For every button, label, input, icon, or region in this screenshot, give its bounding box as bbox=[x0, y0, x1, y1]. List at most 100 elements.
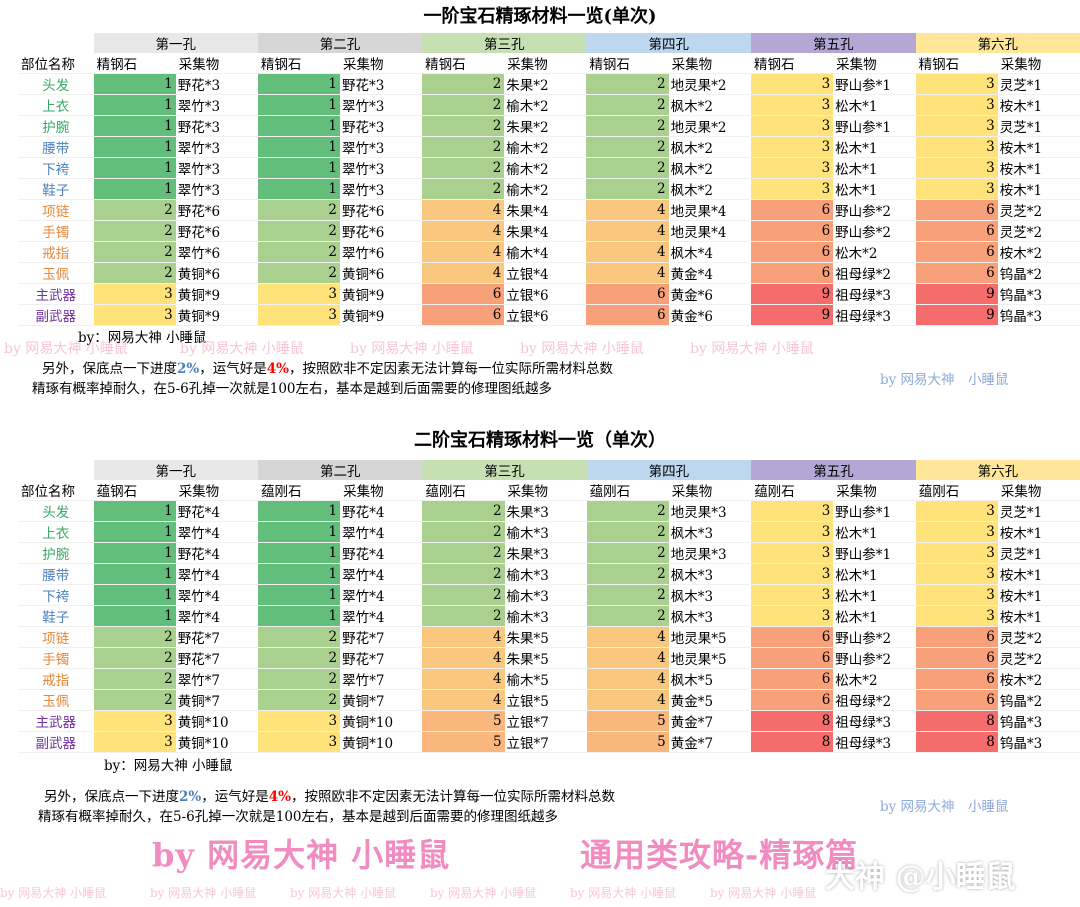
material-amount: 野花*6 bbox=[340, 220, 423, 242]
part-name: 护腕 bbox=[18, 542, 94, 564]
material-amount: 松木*1 bbox=[833, 178, 916, 200]
stone-count: 6 bbox=[751, 647, 834, 669]
note-text: 另外，保底点一下进度 bbox=[42, 361, 177, 377]
stone-count: 6 bbox=[915, 241, 998, 263]
material-header: 采集物 bbox=[833, 53, 916, 74]
table-row: 手镯 2 野花*6 2 野花*6 4 朱果*4 4 地灵果*4 6 野山参*2 6 灵芝*2 bbox=[18, 220, 1080, 242]
material-amount: 黄铜*6 bbox=[340, 262, 423, 284]
stone-count: 1 bbox=[257, 94, 341, 116]
stone-count: 1 bbox=[93, 136, 176, 158]
note-1-line-1: 另外，保底点一下进度2%，运气好是4%，按照欧非不定因素无法计算每一位实际所需材… bbox=[42, 357, 613, 377]
material-amount: 朱果*4 bbox=[504, 199, 587, 221]
material-amount: 黄铜*10 bbox=[175, 731, 258, 753]
material-amount: 枫木*3 bbox=[668, 521, 752, 543]
material-amount: 枫木*3 bbox=[668, 584, 752, 606]
material-amount: 黄铜*7 bbox=[175, 689, 258, 711]
stone-count: 2 bbox=[422, 115, 505, 137]
part-name: 手镯 bbox=[18, 647, 94, 669]
stone-count: 1 bbox=[93, 563, 176, 585]
material-amount: 野花*7 bbox=[340, 626, 423, 648]
material-amount: 黄铜*7 bbox=[340, 689, 423, 711]
stone-count: 5 bbox=[586, 710, 669, 732]
material-amount: 祖母绿*2 bbox=[833, 262, 916, 284]
material-amount: 灵芝*2 bbox=[997, 647, 1080, 669]
stone-count: 3 bbox=[751, 136, 834, 158]
stone-count: 2 bbox=[93, 647, 176, 669]
material-amount: 翠竹*3 bbox=[175, 136, 258, 158]
note-2-line-1: 另外，保底点一下进度2%，运气好是4%，按照欧非不定因素无法计算每一位实际所需材… bbox=[44, 785, 615, 805]
material-amount: 黄铜*9 bbox=[340, 304, 423, 326]
material-amount: 枫木*2 bbox=[668, 136, 752, 158]
material-amount: 翠竹*3 bbox=[340, 157, 423, 179]
hole-header: 第六孔 bbox=[915, 33, 1080, 53]
material-amount: 松木*1 bbox=[833, 136, 916, 158]
hole-header: 第一孔 bbox=[93, 460, 258, 480]
stone-count: 1 bbox=[93, 584, 176, 606]
stone-header: 蕴刚石 bbox=[422, 480, 505, 501]
hole-header: 第六孔 bbox=[915, 460, 1080, 480]
material-amount: 地灵果*2 bbox=[668, 73, 752, 95]
stone-count: 2 bbox=[422, 73, 505, 95]
hole-header: 第二孔 bbox=[257, 33, 423, 53]
stone-count: 2 bbox=[586, 500, 669, 522]
material-table-tier-2: 第一孔 第二孔 第三孔 第四孔 第五孔 第六孔 部位名称 蕴钢石 采集物 蕴刚石 采集物 蕴刚石 采集物… bbox=[18, 460, 1080, 753]
material-header: 采集物 bbox=[668, 480, 752, 501]
material-amount: 枫木*2 bbox=[668, 94, 752, 116]
watermark: by 网易大神 小睡鼠 bbox=[290, 886, 397, 900]
table-row: 头发 1 野花*3 1 野花*3 2 朱果*2 2 地灵果*2 3 野山参*1 3 灵芝*1 bbox=[18, 73, 1080, 95]
material-amount: 野花*6 bbox=[175, 220, 258, 242]
table-row: 副武器 3 黄铜*9 3 黄铜*9 6 立银*6 6 黄金*6 9 祖母绿*3 9 钨晶*3 bbox=[18, 304, 1080, 326]
table-row: 上衣 1 翠竹*4 1 翠竹*4 2 榆木*3 2 枫木*3 3 松木*1 3 桉木*1 bbox=[18, 521, 1080, 543]
hole-header: 第四孔 bbox=[586, 460, 752, 480]
table-row: 项链 2 野花*6 2 野花*6 4 朱果*4 4 地灵果*4 6 野山参*2 6 灵芝*2 bbox=[18, 199, 1080, 221]
stone-count: 2 bbox=[422, 157, 505, 179]
material-amount: 钨晶*2 bbox=[997, 262, 1080, 284]
stone-count: 6 bbox=[751, 689, 834, 711]
material-amount: 榆木*5 bbox=[504, 668, 587, 690]
material-amount: 黄金*6 bbox=[668, 283, 752, 305]
material-amount: 朱果*2 bbox=[504, 73, 587, 95]
material-header: 采集物 bbox=[175, 53, 258, 74]
part-name: 下袴 bbox=[18, 157, 94, 179]
stone-header: 精钢石 bbox=[915, 53, 998, 74]
stone-count: 2 bbox=[93, 626, 176, 648]
material-amount: 榆木*2 bbox=[504, 178, 587, 200]
material-amount: 翠竹*3 bbox=[175, 94, 258, 116]
stone-count: 6 bbox=[751, 626, 834, 648]
stone-header: 精钢石 bbox=[586, 53, 669, 74]
material-amount: 野花*6 bbox=[340, 199, 423, 221]
material-amount: 钨晶*2 bbox=[997, 689, 1080, 711]
material-amount: 立银*6 bbox=[504, 304, 587, 326]
material-amount: 祖母绿*3 bbox=[833, 304, 916, 326]
watermark: by 网易大神 小睡鼠 bbox=[0, 886, 107, 900]
stone-count: 2 bbox=[257, 220, 341, 242]
stone-count: 3 bbox=[257, 283, 341, 305]
material-amount: 野花*7 bbox=[175, 647, 258, 669]
material-amount: 桉木*1 bbox=[997, 157, 1080, 179]
material-amount: 朱果*5 bbox=[504, 626, 587, 648]
material-amount: 野山参*1 bbox=[833, 542, 916, 564]
stone-count: 3 bbox=[93, 710, 176, 732]
part-name: 主武器 bbox=[18, 710, 94, 732]
material-amount: 地灵果*4 bbox=[668, 199, 752, 221]
material-amount: 榆木*4 bbox=[504, 241, 587, 263]
watermark: by 网易大神 小睡鼠 bbox=[710, 886, 817, 900]
stone-count: 9 bbox=[751, 304, 834, 326]
material-amount: 翠竹*7 bbox=[340, 668, 423, 690]
material-amount: 黄铜*9 bbox=[175, 283, 258, 305]
part-name: 副武器 bbox=[18, 731, 94, 753]
material-table-tier-1: 第一孔 第二孔 第三孔 第四孔 第五孔 第六孔 部位名称 精钢石 采集物 精钢石 采集物 精钢石 采集物… bbox=[18, 33, 1080, 326]
stone-count: 3 bbox=[751, 563, 834, 585]
stone-count: 6 bbox=[586, 304, 669, 326]
stone-header: 精钢石 bbox=[93, 53, 176, 74]
material-amount: 黄铜*9 bbox=[175, 304, 258, 326]
lucky-progress-percent: 4% bbox=[268, 789, 291, 805]
material-amount: 翠竹*4 bbox=[175, 605, 258, 627]
stone-count: 8 bbox=[751, 731, 834, 753]
stone-count: 4 bbox=[586, 220, 669, 242]
material-amount: 翠竹*3 bbox=[340, 94, 423, 116]
stone-count: 1 bbox=[258, 584, 341, 606]
stone-header: 蕴刚石 bbox=[258, 480, 341, 501]
stone-count: 2 bbox=[257, 241, 341, 263]
stone-count: 6 bbox=[915, 689, 998, 711]
